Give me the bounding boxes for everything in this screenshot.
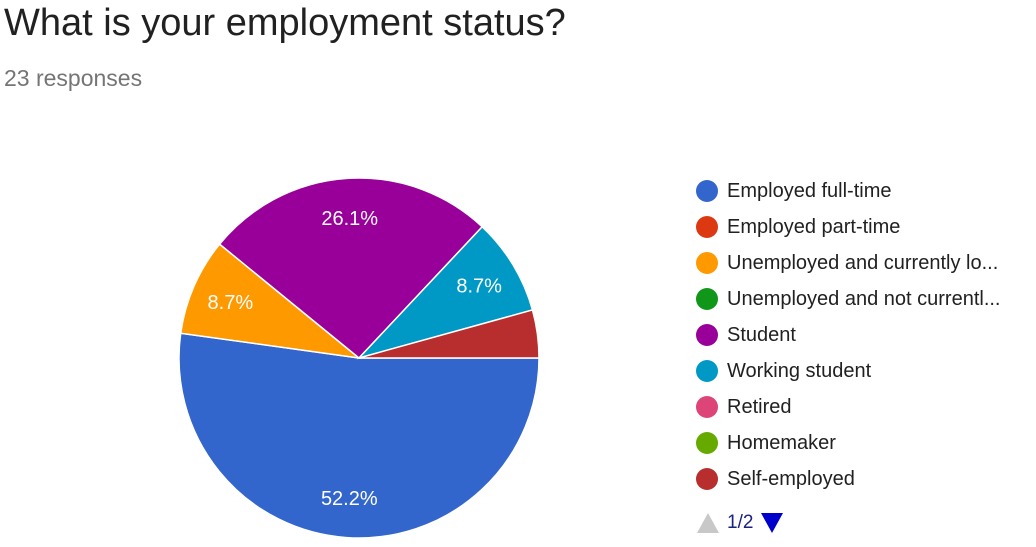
pie-data-label: 8.7% xyxy=(456,275,502,297)
legend-swatch xyxy=(696,468,718,490)
legend-item[interactable]: Employed full-time xyxy=(696,173,1032,209)
legend: Employed full-time Employed part-time Unem… xyxy=(696,173,1032,497)
legend-swatch xyxy=(696,252,718,274)
legend-swatch xyxy=(696,324,718,346)
response-count: 23 responses xyxy=(4,65,143,91)
legend-item[interactable]: Unemployed and currently lo... xyxy=(696,245,1032,281)
legend-label: Self-employed xyxy=(727,467,855,490)
legend-pager: 1/2 xyxy=(697,512,784,534)
pie-data-label: 26.1% xyxy=(321,208,378,230)
pie-chart: 52.2% 8.7% 26.1% 8.7% xyxy=(178,177,540,539)
triangle-down-icon[interactable] xyxy=(761,513,784,533)
legend-item[interactable]: Retired xyxy=(696,389,1032,425)
legend-item[interactable]: Homemaker xyxy=(696,425,1032,461)
legend-item[interactable]: Self-employed xyxy=(696,461,1032,497)
pie-data-label: 8.7% xyxy=(208,292,254,314)
pie-slice-working-student[interactable] xyxy=(356,225,534,360)
legend-item[interactable]: Working student xyxy=(696,353,1032,389)
legend-item[interactable]: Employed part-time xyxy=(696,209,1032,245)
pie-slice-student[interactable] xyxy=(218,177,484,360)
legend-item[interactable]: Student xyxy=(696,317,1032,353)
legend-swatch xyxy=(696,432,718,454)
legend-item[interactable]: Unemployed and not currentl... xyxy=(696,281,1032,317)
chart-title: What is your employment status? xyxy=(4,2,566,44)
legend-swatch xyxy=(696,288,718,310)
legend-label: Unemployed and not currentl... xyxy=(727,287,1001,310)
page-indicator: 1/2 xyxy=(727,512,754,533)
legend-label: Working student xyxy=(727,359,872,382)
legend-label: Unemployed and currently lo... xyxy=(727,251,999,274)
pie-slice-employed-full-time[interactable] xyxy=(178,332,540,539)
legend-label: Homemaker xyxy=(727,431,836,454)
legend-swatch xyxy=(696,180,718,202)
legend-swatch xyxy=(696,396,718,418)
legend-label: Employed part-time xyxy=(727,215,901,238)
legend-swatch xyxy=(696,216,718,238)
legend-label: Student xyxy=(727,323,796,346)
legend-label: Retired xyxy=(727,395,792,418)
legend-swatch xyxy=(696,360,718,382)
pie-slice-unemployed-and-currently-lo[interactable] xyxy=(179,243,362,360)
triangle-up-icon[interactable] xyxy=(697,513,719,533)
pie-data-label: 52.2% xyxy=(321,488,378,510)
legend-label: Employed full-time xyxy=(727,179,892,202)
pie-slice-self-employed[interactable] xyxy=(358,309,540,359)
